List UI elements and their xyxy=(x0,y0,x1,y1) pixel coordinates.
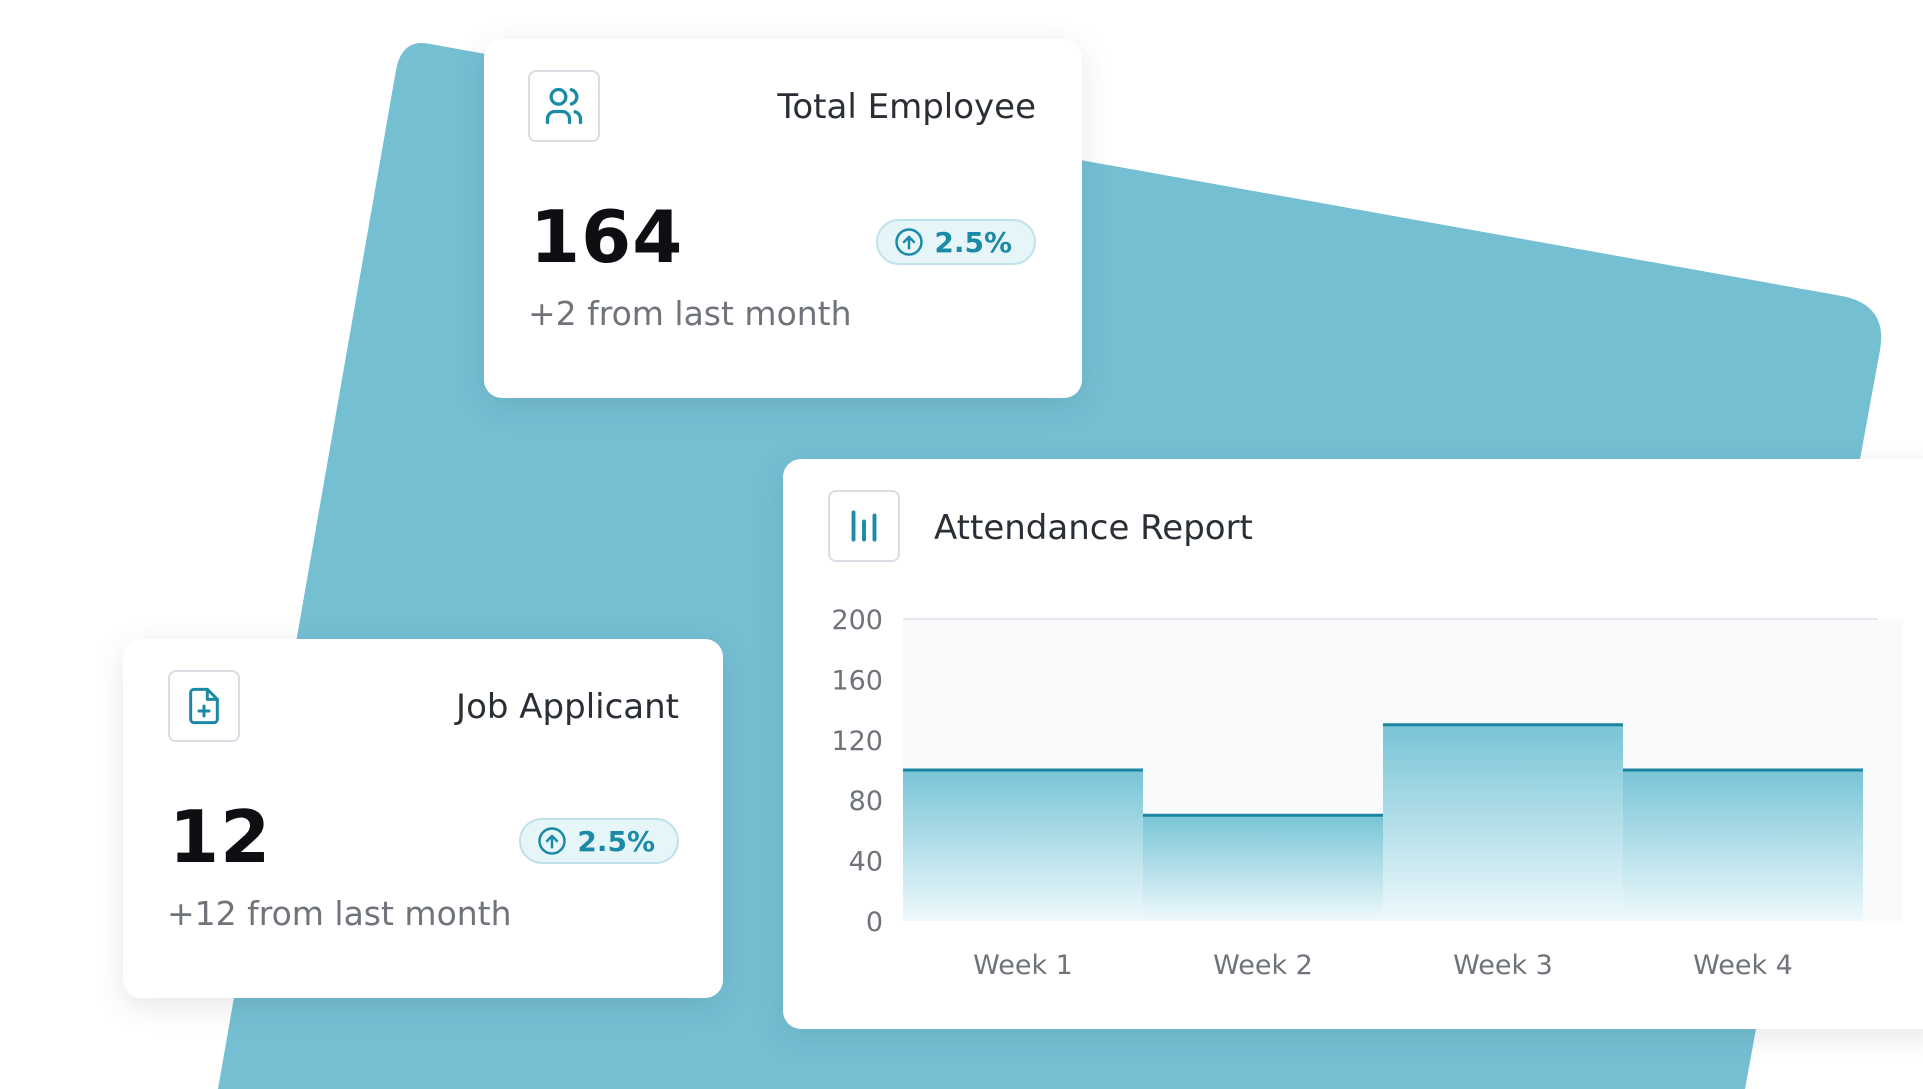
x-tick-label: Week 2 xyxy=(1213,950,1313,981)
arrow-up-circle-icon xyxy=(895,228,924,256)
y-tick-label: 120 xyxy=(831,726,883,757)
card-subtext: +2 from last month xyxy=(528,294,852,333)
y-tick-label: 40 xyxy=(849,847,883,878)
attendance-chart: 0 40 80 120 160 200 Week 1 Week 2 Week 3 Week 4 xyxy=(831,605,1903,981)
x-tick-label: Week 1 xyxy=(973,950,1073,981)
card-title: Total Employee xyxy=(777,87,1036,127)
change-value: 2.5% xyxy=(577,824,655,858)
bars xyxy=(903,723,1863,921)
bar-4[interactable] xyxy=(1623,770,1863,921)
total-employee-value: 164 xyxy=(530,195,684,279)
card-subtext: +12 from last month xyxy=(167,894,512,933)
change-value: 2.5% xyxy=(934,225,1012,259)
y-tick-label: 160 xyxy=(831,665,883,696)
y-tick-label: 80 xyxy=(849,786,883,817)
y-tick-label: 0 xyxy=(866,907,883,938)
users-icon xyxy=(528,70,600,142)
y-tick-label: 200 xyxy=(831,605,883,636)
bar-2[interactable] xyxy=(1143,815,1383,921)
bar-3[interactable] xyxy=(1383,724,1623,921)
change-badge: 2.5% xyxy=(519,818,679,864)
x-tick-label: Week 4 xyxy=(1693,950,1793,981)
bar-chart-icon xyxy=(828,490,900,562)
chart-title: Attendance Report xyxy=(934,508,1253,548)
y-axis: 0 40 80 120 160 200 xyxy=(831,605,883,938)
bar-1[interactable] xyxy=(903,770,1143,921)
x-tick-label: Week 3 xyxy=(1453,950,1553,981)
job-applicant-card[interactable]: Job Applicant 12 2.5% +12 from last mont… xyxy=(123,639,723,998)
change-badge: 2.5% xyxy=(876,219,1036,265)
job-applicant-value: 12 xyxy=(169,795,272,879)
total-employee-card[interactable]: Total Employee 164 2.5% +2 from last mon… xyxy=(484,39,1082,398)
x-axis: Week 1 Week 2 Week 3 Week 4 xyxy=(973,950,1793,981)
arrow-up-circle-icon xyxy=(538,827,567,855)
file-plus-icon xyxy=(168,670,240,742)
card-title: Job Applicant xyxy=(456,687,679,727)
